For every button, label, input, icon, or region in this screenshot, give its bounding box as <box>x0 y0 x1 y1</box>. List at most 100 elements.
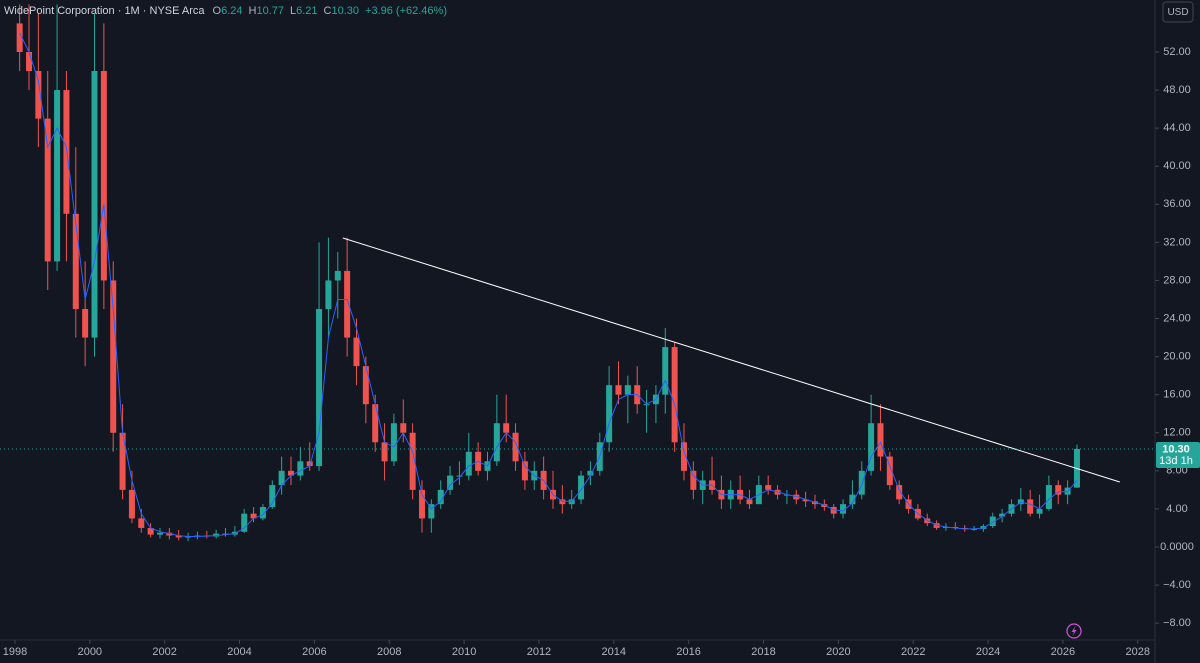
y-tick-label: −4.00 <box>1163 579 1191 591</box>
candle-body <box>849 494 856 505</box>
candle-body <box>353 337 360 367</box>
candle-body <box>746 499 753 505</box>
candle-body <box>428 504 435 519</box>
y-tick-label: 12.00 <box>1163 427 1191 439</box>
candle-body <box>1027 499 1034 514</box>
last-price-label: 10.30 <box>1162 443 1190 455</box>
x-tick-label: 2028 <box>1126 646 1150 658</box>
x-tick-label: 2020 <box>826 646 850 658</box>
candle-body <box>72 213 79 310</box>
candle-body <box>1055 485 1062 495</box>
candle-body <box>82 309 89 338</box>
y-tick-label: 4.00 <box>1166 503 1187 515</box>
x-tick-label: 2004 <box>227 646 251 658</box>
candle-body <box>606 385 613 443</box>
candle-body <box>35 71 42 119</box>
candle-body <box>418 489 425 519</box>
trend-line <box>342 237 1120 483</box>
candle-body <box>802 499 809 502</box>
x-tick-label: 2016 <box>676 646 700 658</box>
candle-body <box>886 456 893 486</box>
candle-body <box>999 513 1006 517</box>
x-tick-label: 2018 <box>751 646 775 658</box>
symbol-title: WidePoint Corporation · 1M · NYSE Arca <box>4 5 205 17</box>
candle-body <box>372 404 379 443</box>
currency-button[interactable] <box>1162 1 1194 23</box>
y-tick-label: 40.00 <box>1163 160 1191 172</box>
candle-body <box>512 432 519 462</box>
candle-body <box>587 470 594 476</box>
candle-body <box>989 516 996 527</box>
x-tick-label: 2026 <box>1051 646 1075 658</box>
ohlc-value: 10.30 <box>332 5 360 17</box>
x-tick-label: 2002 <box>152 646 176 658</box>
candle-body <box>63 90 70 214</box>
candle-body <box>16 23 23 52</box>
candle-body <box>456 475 463 477</box>
candle-body <box>578 475 585 500</box>
candle-body <box>1045 485 1052 509</box>
candle-body <box>503 423 510 433</box>
candle-body <box>269 485 276 508</box>
ohlc-value: 10.77 <box>256 5 284 17</box>
candle-body <box>241 513 248 532</box>
candle-body <box>250 513 257 519</box>
y-tick-label: 28.00 <box>1163 274 1191 286</box>
candle-body <box>157 532 164 535</box>
last-price-badge <box>1156 441 1200 468</box>
candle-body <box>690 470 697 490</box>
ohlc-label: L <box>290 5 296 17</box>
candle-body <box>259 507 266 519</box>
candle-body <box>877 423 884 457</box>
candle-body <box>521 461 528 481</box>
currency-label: USD <box>1167 7 1188 18</box>
candle-body <box>54 90 61 262</box>
candle-body <box>615 385 622 395</box>
x-tick-label: 2014 <box>602 646 626 658</box>
x-tick-label: 2006 <box>302 646 326 658</box>
ohlc-label: O <box>213 5 222 17</box>
candle-body <box>765 485 772 490</box>
y-tick-label: 20.00 <box>1163 351 1191 363</box>
candle-body <box>175 535 182 538</box>
candle-body <box>1036 508 1043 514</box>
x-tick-label: 2012 <box>527 646 551 658</box>
y-tick-label: 16.00 <box>1163 389 1191 401</box>
candle-body <box>858 470 865 495</box>
y-tick-label: 24.00 <box>1163 312 1191 324</box>
y-tick-label: 48.00 <box>1163 84 1191 96</box>
y-tick-label: 44.00 <box>1163 122 1191 134</box>
candle-body <box>437 489 444 505</box>
y-tick-label: 32.00 <box>1163 236 1191 248</box>
candle-body <box>110 280 117 433</box>
candle-body <box>306 461 313 467</box>
ohlc-label: C <box>324 5 332 17</box>
lightning-icon[interactable] <box>1066 623 1082 639</box>
ohlc-value: 6.24 <box>221 5 242 17</box>
ohlc-label: H <box>249 5 257 17</box>
candle-body <box>138 518 145 528</box>
candle-body <box>400 423 407 433</box>
candle-body <box>662 347 669 395</box>
candle-body <box>362 366 369 405</box>
candle-body <box>278 470 285 486</box>
candle-body <box>493 423 500 462</box>
y-tick-label: 52.00 <box>1163 46 1191 58</box>
candle-body <box>297 461 304 476</box>
x-tick-label: 2010 <box>452 646 476 658</box>
candle-body <box>447 475 454 490</box>
candle-body <box>671 347 678 443</box>
candle-body <box>26 51 33 72</box>
candle-body <box>119 432 126 490</box>
x-tick-label: 2008 <box>377 646 401 658</box>
moving-average <box>19 32 1078 538</box>
candle-body <box>624 385 631 395</box>
candle-body <box>680 442 687 471</box>
candle-body <box>344 270 351 338</box>
candle-body <box>147 527 154 535</box>
candle-body <box>287 470 294 476</box>
countdown-label: 13d 1h <box>1159 455 1193 467</box>
change: +3.96 (+62.46%) <box>365 5 447 17</box>
